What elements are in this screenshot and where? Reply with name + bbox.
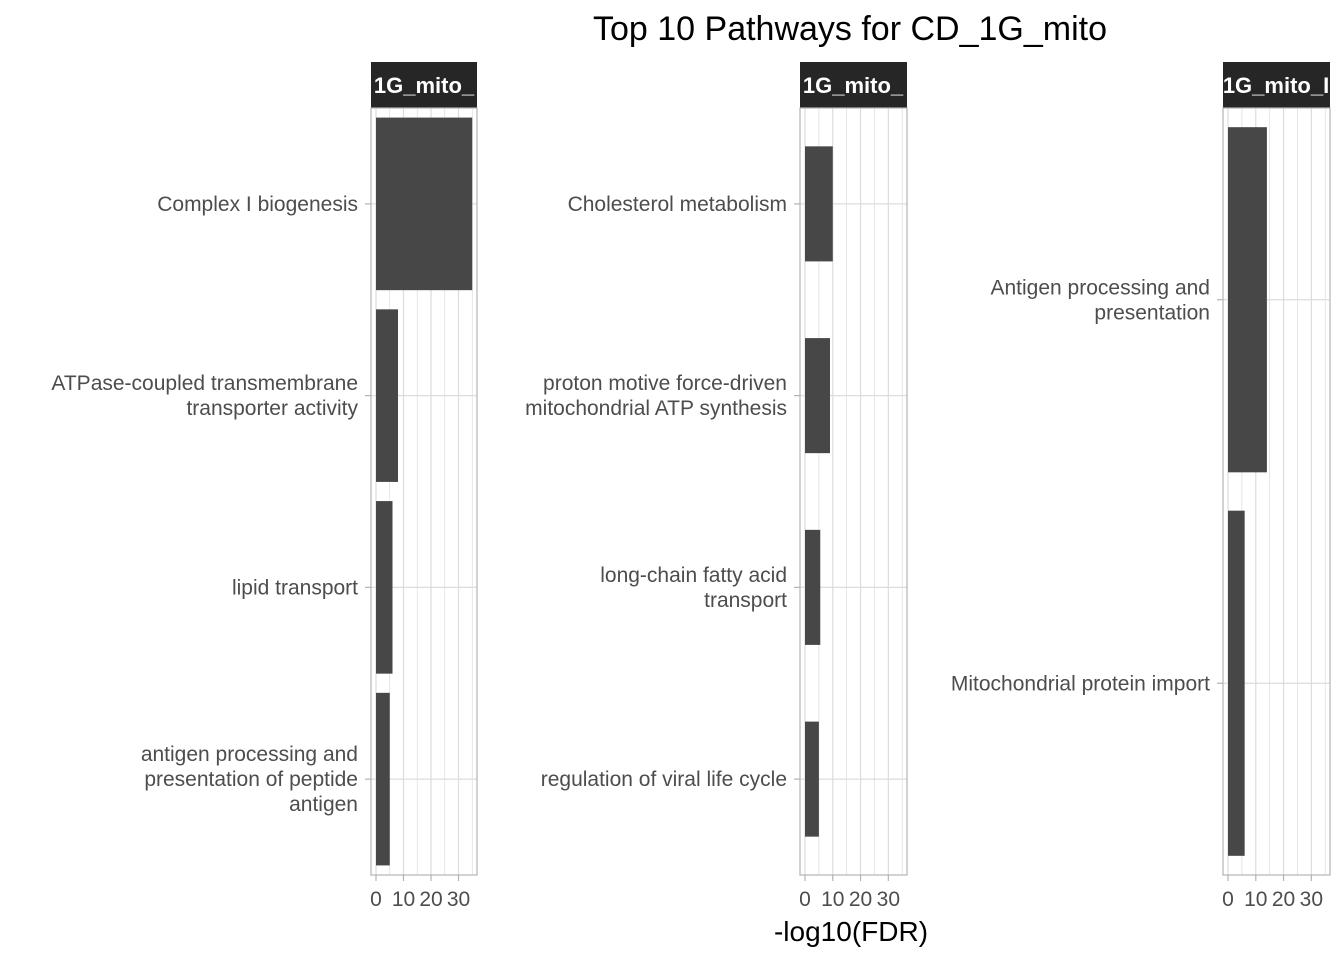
facet-panel-3: 1G_mito_I Antigen processing and presentat… (951, 62, 1331, 911)
y-tick-label-line: proton motive force-driven (543, 372, 787, 395)
y-tick-label-line: Complex I biogenesis (157, 193, 358, 216)
y-tick-label-line: antigen (289, 793, 358, 816)
y-tick-label-line: transport (704, 589, 787, 612)
y-tick-label-line: Mitochondrial protein import (951, 672, 1210, 695)
y-tick-label-line: long-chain fatty acid (600, 564, 787, 587)
panel-border (1222, 107, 1331, 876)
x-tick-label: 30 (447, 888, 470, 911)
y-tick-label-line: antigen processing and (141, 743, 358, 766)
y-tick-label-line: presentation of peptide (144, 768, 358, 791)
y-tick-label-line: Antigen processing and (991, 276, 1211, 299)
facet-panels: 1G_mito_ Complex I biogenesis ATPase-coupl… (51, 62, 1331, 911)
facet-panel-2: 1G_mito_ Cholesterol metabolism proton mot… (525, 62, 908, 911)
y-tick-label-line: transporter activity (186, 397, 358, 420)
bar (805, 338, 830, 454)
facet-strip (800, 62, 907, 108)
chart-title: Top 10 Pathways for CD_1G_mito (593, 10, 1107, 48)
bar (376, 309, 398, 482)
y-tick-label: regulation of viral life cycle (541, 768, 787, 791)
bar (805, 529, 821, 645)
bar (1228, 127, 1267, 473)
facet-panel-1: 1G_mito_ Complex I biogenesis ATPase-coupl… (51, 62, 478, 911)
y-tick-label: ATPase-coupled transmembrane transporter … (51, 372, 358, 420)
y-tick-label-line: regulation of viral life cycle (541, 768, 787, 791)
y-tick-label: Antigen processing and presentation (991, 276, 1211, 324)
bar (376, 117, 473, 291)
y-tick-label: long-chain fatty acid transport (600, 564, 787, 612)
x-tick-label: 30 (1300, 888, 1323, 911)
y-tick-label-line: Cholesterol metabolism (568, 193, 787, 216)
x-tick-label: 0 (370, 888, 382, 911)
bar (376, 692, 390, 866)
x-tick-label: 20 (849, 888, 872, 911)
bar (376, 501, 393, 674)
y-tick-label-line: presentation (1094, 301, 1210, 324)
x-tick-label: 30 (877, 888, 900, 911)
y-tick-label: Complex I biogenesis (157, 193, 358, 216)
bar (805, 146, 833, 262)
facet-strip (1223, 62, 1330, 108)
y-tick-label-line: lipid transport (232, 576, 358, 599)
panel-border (799, 107, 908, 876)
facet-strip-label: 1G_mito_ (374, 73, 475, 98)
x-tick-label: 20 (419, 888, 442, 911)
x-tick-label: 10 (1244, 888, 1267, 911)
y-tick-label: lipid transport (232, 576, 358, 599)
x-tick-label: 0 (799, 888, 811, 911)
bar (1228, 510, 1245, 856)
x-axis-label: -log10(FDR) (774, 916, 928, 947)
facet-strip-label: 1G_mito_I (1223, 73, 1329, 98)
y-tick-label: proton motive force-driven mitochondrial … (525, 372, 787, 420)
y-tick-label: Mitochondrial protein import (951, 672, 1210, 695)
bar (805, 721, 819, 837)
x-tick-label: 10 (821, 888, 844, 911)
panel-border (370, 107, 478, 876)
y-tick-label-line: mitochondrial ATP synthesis (525, 397, 787, 420)
y-tick-label: Cholesterol metabolism (568, 193, 787, 216)
x-tick-label: 0 (1222, 888, 1234, 911)
y-tick-label-line: ATPase-coupled transmembrane (51, 372, 358, 395)
facet-strip-label: 1G_mito_ (803, 73, 904, 98)
y-tick-label: antigen processing and presentation of pe… (141, 743, 358, 816)
x-tick-label: 10 (392, 888, 415, 911)
facet-strip (371, 62, 477, 108)
x-tick-label: 20 (1272, 888, 1295, 911)
